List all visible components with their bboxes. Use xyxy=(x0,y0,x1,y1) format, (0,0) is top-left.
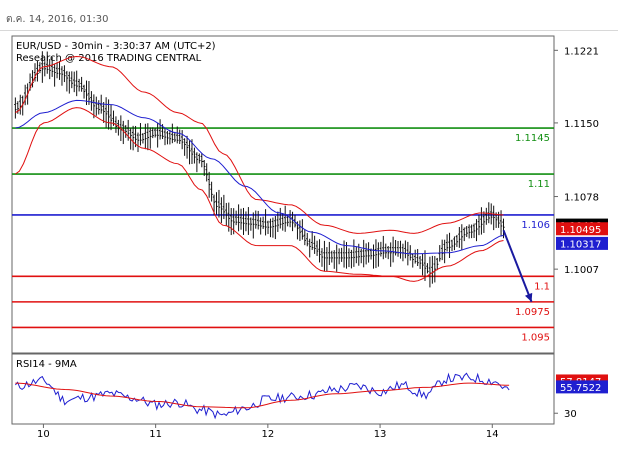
datetime-text: ต.ค. 14, 2016, 01:30 xyxy=(6,14,109,25)
x-tick-label: 10 xyxy=(37,429,50,440)
price-label-text: 1.10317 xyxy=(560,239,601,250)
date-header: ต.ค. 14, 2016, 01:30 xyxy=(0,0,618,31)
x-tick-label: 14 xyxy=(486,429,499,440)
price-tick-label: 1.1007 xyxy=(564,265,599,276)
forecast-arrow-shaft xyxy=(502,229,533,303)
price-label-box xyxy=(556,236,608,250)
rsi-label-text: 55.7522 xyxy=(560,383,601,394)
chart-marks: 1.1221 1.1150 1.1078 1.1007 10 11 12 13 14 1.1145… xyxy=(12,46,608,440)
chart-subtitle: Research @ 2016 TRADING CENTRAL xyxy=(16,53,202,64)
main-panel: EUR/USD - 30min - 3:30:37 AM (UTC+2) Res… xyxy=(11,35,555,354)
moving-average-line xyxy=(15,99,504,255)
x-tick-label: 13 xyxy=(374,429,387,440)
x-tick-label: 11 xyxy=(149,429,162,440)
level-label: 1.095 xyxy=(521,332,550,343)
price-tick-label: 1.1078 xyxy=(564,193,599,204)
level-label: 1.11 xyxy=(528,179,550,190)
level-label: 1.1 xyxy=(534,281,550,292)
bollinger-lower-line xyxy=(15,107,504,282)
forecast-arrow-head xyxy=(524,292,533,302)
price-label-text: 1.10495 xyxy=(560,225,601,236)
rsi-title: RSI14 - 9MA xyxy=(16,359,77,370)
rsi-panel: RSI14 - 9MA xyxy=(11,353,555,425)
level-label: 1.1145 xyxy=(515,133,550,144)
rsi-tick-label: 30 xyxy=(564,409,577,420)
rsi-plot-frame xyxy=(11,353,555,425)
rsi-line xyxy=(15,372,510,420)
price-label-box xyxy=(556,222,608,236)
chart-title: EUR/USD - 30min - 3:30:37 AM (UTC+2) xyxy=(16,41,216,52)
main-plot-frame xyxy=(11,35,555,354)
x-tick-label: 12 xyxy=(261,429,274,440)
level-label: 1.0975 xyxy=(515,307,550,318)
rsi-label-box xyxy=(556,380,608,394)
bollinger-upper-line xyxy=(15,55,504,234)
price-tick-label: 1.1150 xyxy=(564,119,599,130)
price-tick-label: 1.1221 xyxy=(564,46,599,57)
level-label: 1.106 xyxy=(521,220,550,231)
rsi-ma-line xyxy=(15,382,510,409)
